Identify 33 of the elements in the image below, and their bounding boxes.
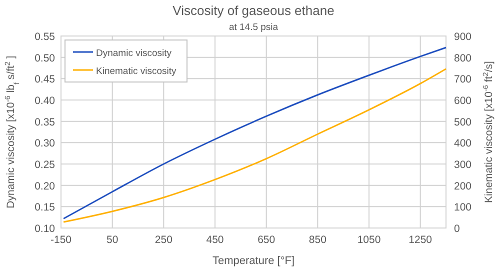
y2-tick-label: 0 — [454, 223, 460, 235]
y-tick-label: 0.10 — [34, 223, 56, 235]
x-axis-title: Temperature [°F] — [212, 255, 295, 267]
y2-tick-label: 900 — [454, 31, 472, 43]
y2-tick-label: 600 — [454, 95, 472, 107]
legend-label: Dynamic viscosity — [96, 48, 172, 59]
legend-label: Kinematic viscosity — [96, 66, 176, 77]
y2-tick-label: 800 — [454, 52, 472, 64]
x-tick-label: 250 — [154, 234, 173, 246]
chart-title: Viscosity of gaseous ethane — [172, 3, 334, 18]
x-tick-label: 1050 — [357, 234, 381, 246]
x-tick-label: -150 — [50, 234, 72, 246]
y2-tick-label: 100 — [454, 202, 472, 214]
x-tick-label: 1250 — [408, 234, 432, 246]
y-tick-label: 0.35 — [34, 116, 56, 128]
y-tick-label: 0.40 — [34, 95, 56, 107]
y2-tick-label: 200 — [454, 180, 472, 192]
x-tick-label: 850 — [308, 234, 327, 246]
y2-tick-label: 300 — [454, 159, 472, 171]
y-tick-label: 0.25 — [34, 159, 56, 171]
x-tick-label: 450 — [206, 234, 224, 246]
y-tick-label: 0.45 — [34, 74, 56, 86]
y-tick-label: 0.30 — [34, 138, 56, 150]
y-tick-label: 0.15 — [34, 202, 56, 214]
y-tick-label: 0.55 — [34, 31, 56, 43]
chart-subtitle: at 14.5 psia — [228, 22, 279, 33]
x-tick-label: 650 — [258, 234, 276, 246]
y-tick-label: 0.20 — [34, 180, 56, 192]
y-tick-label: 0.50 — [34, 52, 56, 64]
x-tick-label: 50 — [106, 234, 118, 246]
y2-tick-label: 400 — [454, 138, 472, 150]
y2-tick-label: 500 — [454, 116, 472, 128]
y2-tick-label: 700 — [454, 74, 472, 86]
